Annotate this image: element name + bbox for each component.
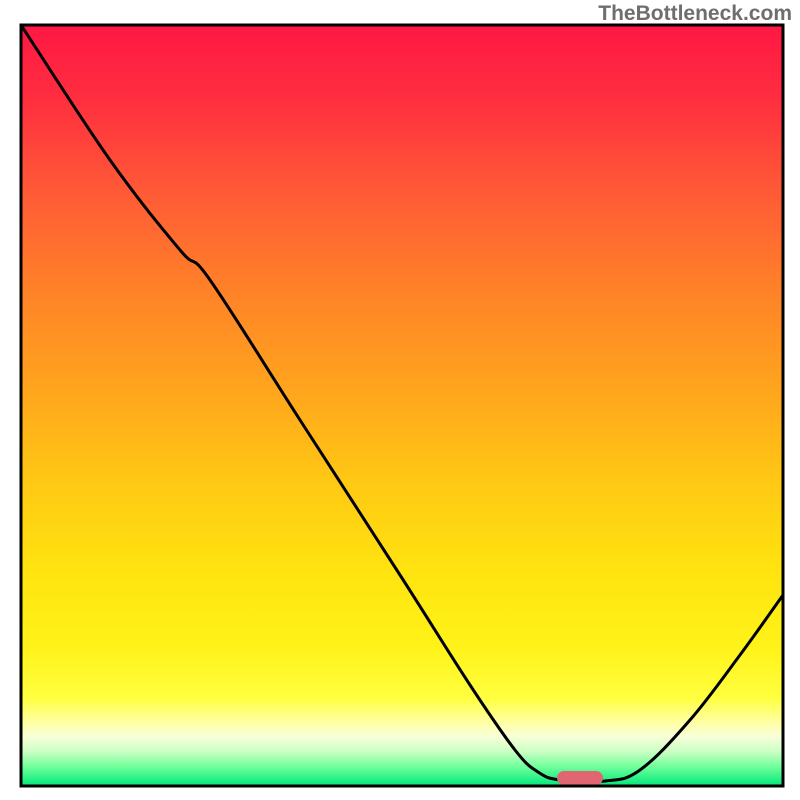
watermark-text: TheBottleneck.com — [598, 2, 792, 26]
chart-container: TheBottleneck.com — [0, 0, 800, 800]
plot-area — [21, 25, 783, 786]
gradient-background — [21, 25, 783, 786]
chart-svg — [0, 0, 800, 800]
highlight-marker — [557, 771, 603, 785]
